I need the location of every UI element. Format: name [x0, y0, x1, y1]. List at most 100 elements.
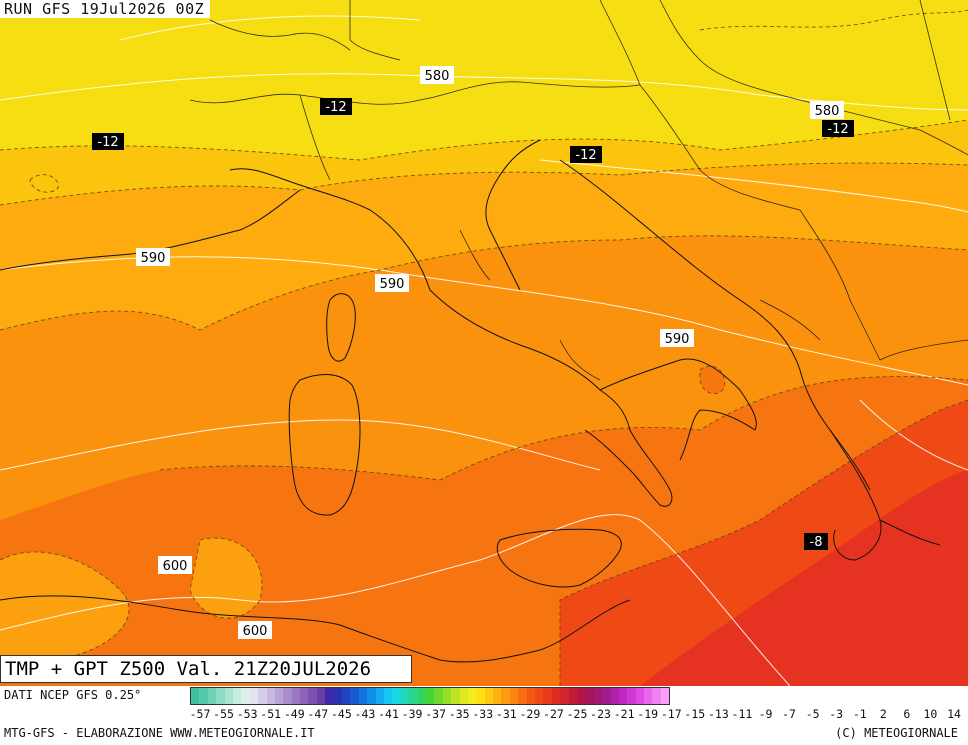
color-swatch [535, 688, 544, 704]
sicily-coastline [496, 528, 622, 588]
color-scale-tick-label: 14 [947, 707, 961, 721]
color-scale-tick-label: -37 [425, 707, 447, 721]
color-scale-ticks: -57 -55 -53 -51 -49 -47 -45 -43 -41 -39 -37 -35 -33-… [190, 707, 964, 721]
italy-coastline [229, 139, 757, 507]
color-swatch [459, 688, 468, 704]
color-swatch [602, 688, 611, 704]
color-swatch [417, 688, 426, 704]
label-bg [570, 146, 602, 163]
color-swatch [291, 688, 301, 704]
color-swatch [191, 688, 200, 704]
label-bg [375, 274, 409, 292]
color-scale-tick-label: -21 [613, 707, 635, 721]
color-scale-tick-label: -33 [472, 707, 494, 721]
label-bg [92, 133, 124, 150]
color-swatch [652, 688, 661, 704]
color-scale-tick-label: 10 [923, 707, 938, 721]
temperature-label: -12 [325, 100, 346, 115]
color-swatch [467, 688, 477, 704]
coastlines [0, 139, 941, 663]
footer-copyright: (C) METEOGIORNALE [835, 726, 958, 740]
label-bg [320, 98, 352, 115]
geopotential-label: 590 [665, 332, 690, 347]
color-swatch [258, 688, 267, 704]
geopotential-label: 600 [243, 624, 268, 639]
color-swatch [526, 688, 536, 704]
color-swatch [618, 688, 628, 704]
color-swatch [576, 688, 586, 704]
color-scale-tick-label: -39 [401, 707, 423, 721]
color-swatch [342, 688, 351, 704]
greece-coastline [829, 429, 941, 561]
label-bg [822, 120, 854, 137]
country-borders [189, 0, 968, 381]
temp-patch-light [0, 551, 129, 660]
color-swatch [660, 688, 670, 704]
geopotential-label: 600 [163, 559, 188, 574]
temperature-contours [0, 9, 968, 686]
color-scale-tick-label: -3 [829, 707, 844, 721]
color-swatch [543, 688, 552, 704]
color-swatch [274, 688, 284, 704]
color-swatch [325, 688, 334, 704]
temp-patch-light [190, 538, 262, 619]
color-swatch [350, 688, 359, 704]
color-scale-tick-label: -23 [590, 707, 611, 721]
color-swatch [383, 688, 393, 704]
north-africa-coastline [0, 595, 631, 663]
color-swatch [434, 688, 443, 704]
color-scale-tick-label: -51 [260, 707, 282, 721]
color-swatch [425, 688, 435, 704]
temperature-label: -12 [827, 122, 848, 137]
source-label: DATI NCEP GFS 0.25° [4, 688, 142, 702]
geopotential-label: 580 [425, 69, 450, 84]
temperature-label: -8 [810, 535, 823, 550]
color-swatch [316, 688, 326, 704]
label-bg [420, 66, 454, 84]
color-scale-tick-label: -5 [805, 707, 820, 721]
label-bg [136, 248, 170, 266]
color-swatch [560, 688, 569, 704]
corsica-coastline [326, 293, 356, 362]
color-scale-tick-label: -19 [637, 707, 659, 721]
color-swatch [375, 688, 384, 704]
color-swatch [358, 688, 368, 704]
color-scale-tick-label: -27 [543, 707, 564, 721]
temperature-label-group: -12 -12 -12 -12 -8 [92, 98, 854, 550]
color-swatch [409, 688, 418, 704]
color-swatch [232, 688, 242, 704]
color-swatch [476, 688, 485, 704]
color-swatch [627, 688, 636, 704]
color-swatch [266, 688, 275, 704]
temp-patch-dark [700, 366, 725, 394]
color-swatch [644, 688, 653, 704]
color-swatch [333, 688, 343, 704]
color-swatch [585, 688, 594, 704]
color-scale-tick-label: -1 [852, 707, 867, 721]
color-swatch [392, 688, 401, 704]
temperature-label: -12 [97, 135, 118, 150]
color-swatch [241, 688, 250, 704]
footer-credit: MTG-GFS - ELABORAZIONE WWW.METEOGIORNALE… [4, 726, 315, 740]
geopotential-label: 590 [141, 251, 166, 266]
color-swatch [518, 688, 527, 704]
color-scale-bar [190, 687, 671, 705]
color-swatch [300, 688, 309, 704]
color-swatch [224, 688, 233, 704]
color-swatch [593, 688, 603, 704]
color-swatch [367, 688, 376, 704]
color-scale-tick-label: -17 [660, 707, 682, 721]
color-swatch [207, 688, 217, 704]
map-title: TMP + GPT Z500 Val. 21Z20JUL2026 [0, 655, 412, 683]
color-scale-tick-label: -11 [731, 707, 753, 721]
color-scale-tick-label: -45 [330, 707, 352, 721]
label-bg [238, 621, 272, 639]
color-scale-tick-label: -53 [236, 707, 258, 721]
color-scale-tick-label: -35 [448, 707, 470, 721]
color-scale-tick-label: -47 [307, 707, 329, 721]
color-scale-tick-label: 6 [903, 707, 911, 721]
color-swatch [484, 688, 494, 704]
color-scale-tick-label: -49 [283, 707, 305, 721]
color-scale-tick-label: -31 [495, 707, 517, 721]
